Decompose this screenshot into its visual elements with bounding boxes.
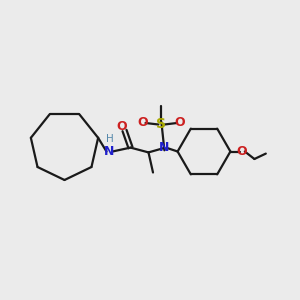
Text: O: O — [236, 145, 247, 158]
Text: O: O — [117, 120, 128, 134]
Text: N: N — [104, 145, 115, 158]
Text: H: H — [106, 134, 113, 144]
Text: O: O — [137, 116, 148, 130]
Text: S: S — [156, 118, 167, 131]
Text: O: O — [175, 116, 185, 130]
Text: N: N — [159, 141, 170, 154]
